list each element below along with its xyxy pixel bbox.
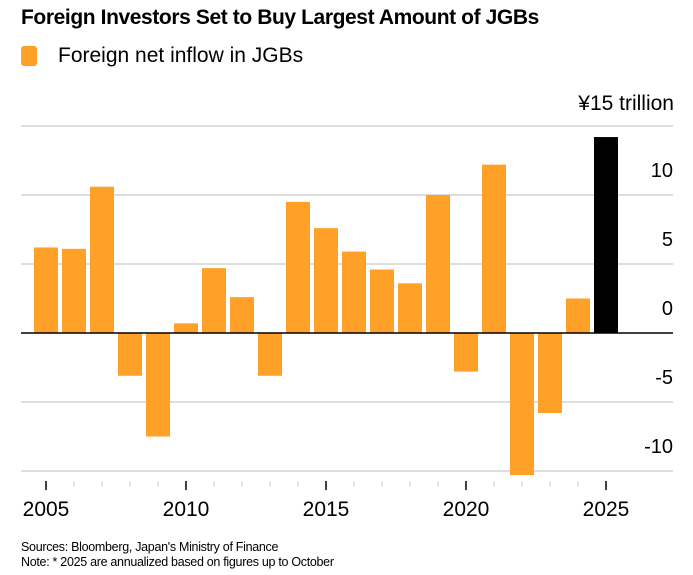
bar-2011	[202, 268, 226, 333]
y-tick-label: -10	[644, 436, 673, 458]
y-axis-unit-label: ¥15 trillion	[578, 92, 674, 115]
bar-2023	[538, 333, 562, 414]
bar-2016	[342, 251, 366, 333]
legend-label: Foreign net inflow in JGBs	[58, 44, 304, 67]
x-tick-label: 2020	[443, 498, 490, 521]
y-tick-label: 10	[651, 160, 673, 182]
y-tick-label: 0	[662, 298, 673, 320]
legend: Foreign net inflow in JGBs	[21, 44, 303, 68]
bar-2007	[90, 186, 114, 333]
bar-2015	[314, 228, 338, 333]
bar-2021	[482, 164, 506, 333]
bar-2020	[454, 333, 478, 372]
sources-text: Sources: Bloomberg, Japan's Ministry of …	[21, 540, 279, 554]
bar-2019	[426, 195, 450, 333]
bar-2017	[370, 269, 394, 333]
x-tick-label: 2025	[583, 498, 630, 521]
bar-2013	[258, 333, 282, 376]
bar-2008	[118, 333, 142, 376]
bar-2014	[286, 201, 310, 333]
bar-2010	[174, 323, 198, 333]
bar-chart: 10 5 0 -5 -10 2005 2010 2015 2020 2025	[21, 125, 673, 521]
bar-2018	[398, 283, 422, 333]
footer: Sources: Bloomberg, Japan's Ministry of …	[21, 540, 334, 570]
bar-2009	[146, 333, 170, 437]
x-ticks: 2005 2010 2015 2020 2025	[23, 481, 630, 521]
legend-swatch	[21, 46, 37, 66]
x-tick-label: 2010	[163, 498, 210, 521]
chart-title: Foreign Investors Set to Buy Largest Amo…	[21, 6, 539, 29]
bar-2025	[594, 137, 618, 333]
bar-2012	[230, 297, 254, 333]
y-tick-label: 5	[662, 229, 673, 251]
bar-2005	[34, 247, 58, 333]
x-tick-label: 2005	[23, 498, 70, 521]
bars	[34, 137, 618, 476]
bar-2024	[566, 298, 590, 333]
x-tick-label: 2015	[303, 498, 350, 521]
y-tick-label: -5	[655, 367, 673, 389]
bar-2022	[510, 333, 534, 476]
note-text: Note: * 2025 are annualized based on fig…	[21, 555, 334, 569]
y-tick-labels: 10 5 0 -5 -10	[644, 160, 673, 458]
bar-2006	[62, 248, 86, 333]
